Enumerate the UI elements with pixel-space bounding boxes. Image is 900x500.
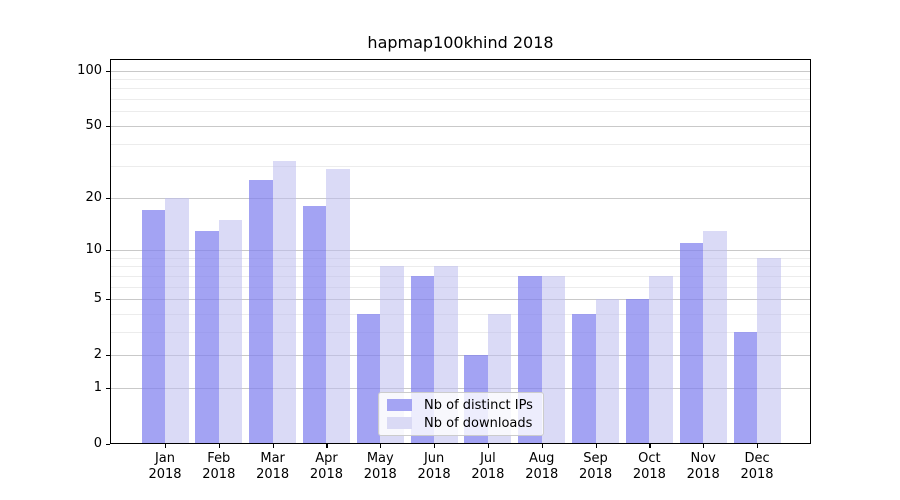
bar-ips-may xyxy=(356,313,381,444)
gridline-y-minor-8 xyxy=(110,266,811,268)
xtick-label-oct: Oct 2018 xyxy=(632,451,666,482)
gridline-y-minor-6 xyxy=(110,286,811,288)
gridline-y-minor-7 xyxy=(110,275,811,277)
legend-label-ips: Nb of distinct IPs xyxy=(424,397,533,413)
xtick-label-apr: Apr 2018 xyxy=(309,451,343,482)
chart-title: hapmap100khind 2018 xyxy=(367,33,554,52)
xtick-label-sep: Sep 2018 xyxy=(579,451,613,482)
legend: Nb of distinct IPs Nb of downloads xyxy=(378,392,544,436)
ytick-mark-2 xyxy=(106,355,110,357)
bar-ips-sep xyxy=(572,313,596,444)
legend-swatch-ips xyxy=(387,399,412,411)
xtick-label-mar: Mar 2018 xyxy=(256,451,290,482)
xtick-mark-jun xyxy=(434,444,436,448)
xtick-mark-apr xyxy=(326,444,328,448)
bar-ips-mar xyxy=(249,180,273,444)
xtick-label-jan: Jan 2018 xyxy=(148,451,182,482)
legend-item-ips: Nb of distinct IPs xyxy=(387,398,535,413)
gridline-y-minor-3 xyxy=(110,331,811,333)
ytick-mark-20 xyxy=(106,197,110,199)
ytick-label-5: 5 xyxy=(93,291,102,307)
xtick-mark-mar xyxy=(272,444,274,448)
xtick-label-jun: Jun 2018 xyxy=(417,451,451,482)
xtick-label-nov: Nov 2018 xyxy=(686,451,720,482)
legend-swatch-downloads xyxy=(387,417,412,429)
ytick-label-2: 2 xyxy=(93,347,102,363)
bar-downloads-oct xyxy=(649,275,673,444)
gridline-y-minor-4 xyxy=(110,313,811,315)
legend-label-downloads: Nb of downloads xyxy=(424,415,533,431)
gridline-y-100 xyxy=(110,70,811,72)
legend-item-downloads: Nb of downloads xyxy=(387,416,535,431)
ytick-label-10: 10 xyxy=(85,242,102,257)
bar-downloads-nov xyxy=(703,230,727,444)
gridline-y-minor-80 xyxy=(110,88,811,90)
xtick-mark-sep xyxy=(595,444,597,448)
gridline-y-20 xyxy=(110,197,811,199)
bar-downloads-feb xyxy=(218,219,243,444)
xtick-mark-nov xyxy=(703,444,705,448)
xtick-mark-dec xyxy=(757,444,759,448)
ytick-mark-50 xyxy=(106,125,110,128)
gridline-y-minor-70 xyxy=(110,99,811,101)
xtick-label-feb: Feb 2018 xyxy=(202,451,236,482)
xtick-mark-feb xyxy=(218,444,220,448)
bar-downloads-dec xyxy=(757,257,781,444)
gridline-y-1 xyxy=(110,387,811,389)
xtick-mark-may xyxy=(380,444,382,448)
bar-ips-oct xyxy=(625,299,650,444)
gridline-y-minor-60 xyxy=(110,111,811,113)
ytick-mark-1 xyxy=(106,387,110,390)
bar-downloads-sep xyxy=(595,299,620,444)
ytick-label-1: 1 xyxy=(93,379,102,395)
bar-downloads-mar xyxy=(272,161,297,444)
gridline-y-5 xyxy=(110,299,811,301)
bar-ips-nov xyxy=(679,242,704,444)
bar-downloads-jan xyxy=(165,197,189,444)
ytick-mark-5 xyxy=(106,299,110,301)
ytick-label-0: 0 xyxy=(93,436,102,451)
bar-ips-dec xyxy=(733,331,758,444)
ytick-mark-0 xyxy=(106,444,110,446)
xtick-label-aug: Aug 2018 xyxy=(525,451,559,482)
gridline-y-minor-90 xyxy=(110,79,811,81)
xtick-mark-jul xyxy=(487,444,490,448)
bar-downloads-aug xyxy=(541,275,566,444)
xtick-mark-aug xyxy=(541,444,543,448)
gridline-y-50 xyxy=(110,125,811,127)
bar-ips-apr xyxy=(302,205,327,444)
ytick-label-100: 100 xyxy=(77,62,102,78)
bar-ips-jan xyxy=(141,210,165,444)
ytick-mark-10 xyxy=(106,250,110,252)
gridline-y-minor-40 xyxy=(110,143,811,145)
bar-downloads-apr xyxy=(326,168,350,444)
gridline-y-2 xyxy=(110,355,811,357)
ytick-mark-100 xyxy=(106,70,110,72)
gridline-y-minor-30 xyxy=(110,166,811,168)
xtick-mark-oct xyxy=(649,444,651,448)
xtick-label-may: May 2018 xyxy=(363,451,397,482)
ytick-label-20: 20 xyxy=(85,189,102,205)
xtick-mark-jan xyxy=(165,444,167,448)
bar-ips-feb xyxy=(195,230,219,444)
plot-area xyxy=(110,59,811,444)
gridline-y-10 xyxy=(110,250,811,251)
xtick-label-jul: Jul 2018 xyxy=(471,451,505,482)
ytick-label-50: 50 xyxy=(85,117,102,133)
gridline-y-minor-9 xyxy=(110,257,811,259)
xtick-label-dec: Dec 2018 xyxy=(740,451,774,482)
